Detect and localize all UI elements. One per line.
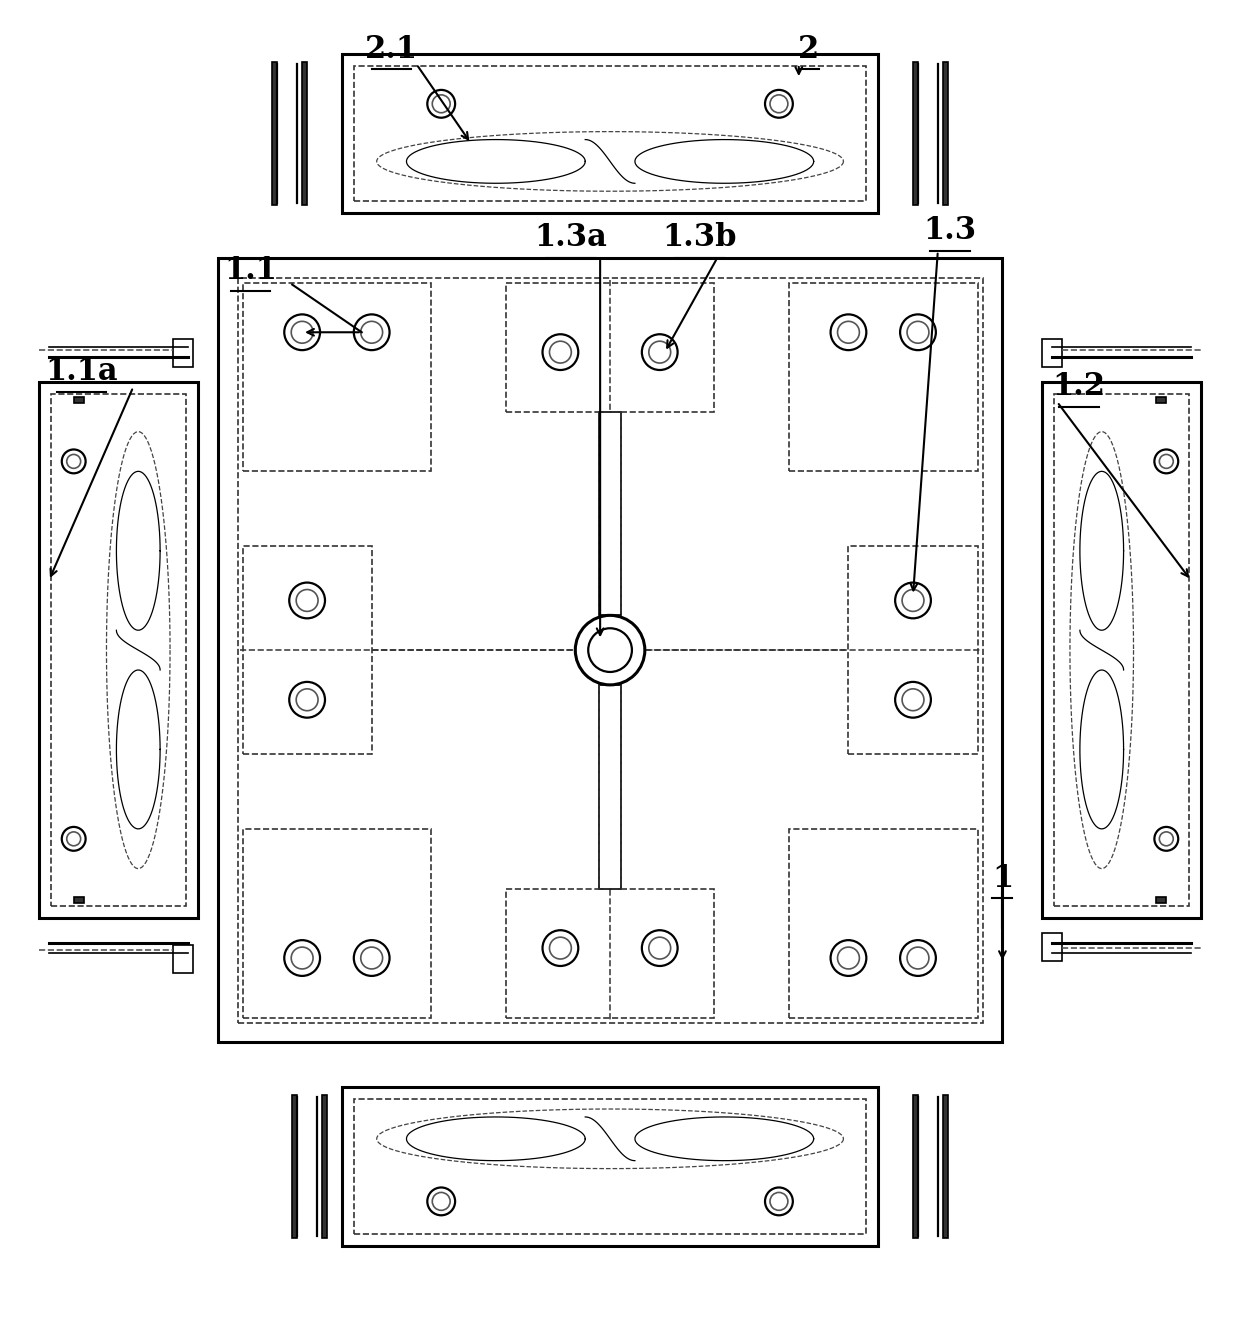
Bar bbox=[599, 412, 621, 615]
Circle shape bbox=[642, 335, 677, 370]
Circle shape bbox=[900, 940, 936, 976]
Circle shape bbox=[361, 947, 383, 968]
Circle shape bbox=[901, 590, 924, 611]
Circle shape bbox=[765, 1187, 792, 1215]
Bar bbox=[1042, 382, 1202, 918]
Text: 1.3a: 1.3a bbox=[534, 223, 606, 253]
Circle shape bbox=[900, 315, 936, 350]
Bar bbox=[238, 277, 982, 1023]
Circle shape bbox=[649, 938, 671, 959]
Circle shape bbox=[837, 947, 859, 968]
Bar bbox=[1054, 394, 1189, 906]
Circle shape bbox=[895, 583, 931, 619]
Circle shape bbox=[549, 938, 572, 959]
Circle shape bbox=[765, 89, 792, 117]
Bar bbox=[73, 396, 83, 403]
Circle shape bbox=[361, 321, 383, 343]
Bar bbox=[353, 67, 867, 201]
Circle shape bbox=[837, 321, 859, 343]
Bar bbox=[913, 1095, 918, 1238]
Circle shape bbox=[543, 930, 578, 966]
Bar bbox=[913, 63, 918, 205]
Bar bbox=[353, 1099, 867, 1234]
Circle shape bbox=[428, 89, 455, 117]
Bar bbox=[243, 546, 372, 755]
Circle shape bbox=[649, 342, 671, 363]
Bar bbox=[1042, 339, 1061, 367]
Text: 1.1: 1.1 bbox=[224, 255, 277, 287]
Text: 1: 1 bbox=[992, 863, 1013, 894]
Bar bbox=[506, 283, 714, 412]
Circle shape bbox=[906, 321, 929, 343]
Circle shape bbox=[284, 940, 320, 976]
Bar bbox=[506, 888, 714, 1018]
Bar bbox=[38, 382, 198, 918]
Bar bbox=[303, 63, 308, 205]
Circle shape bbox=[901, 688, 924, 711]
Circle shape bbox=[1154, 450, 1178, 474]
Circle shape bbox=[289, 583, 325, 619]
Circle shape bbox=[1159, 832, 1173, 846]
Circle shape bbox=[67, 832, 81, 846]
Circle shape bbox=[642, 930, 677, 966]
Circle shape bbox=[433, 95, 450, 113]
Circle shape bbox=[770, 95, 787, 113]
Circle shape bbox=[1159, 455, 1173, 468]
Circle shape bbox=[433, 1193, 450, 1210]
Circle shape bbox=[588, 628, 632, 672]
Bar bbox=[218, 257, 1002, 1042]
Bar bbox=[73, 898, 83, 903]
Circle shape bbox=[284, 315, 320, 350]
Circle shape bbox=[1154, 827, 1178, 851]
Bar bbox=[942, 1095, 947, 1238]
Text: 1.1a: 1.1a bbox=[46, 356, 118, 387]
Bar bbox=[1157, 898, 1167, 903]
Bar bbox=[51, 394, 186, 906]
Circle shape bbox=[62, 827, 86, 851]
Circle shape bbox=[543, 335, 578, 370]
Text: 1.3b: 1.3b bbox=[662, 223, 737, 253]
Circle shape bbox=[296, 590, 317, 611]
Bar bbox=[174, 339, 193, 367]
Bar bbox=[174, 944, 193, 972]
Circle shape bbox=[895, 682, 931, 718]
Text: 2.1: 2.1 bbox=[365, 33, 418, 64]
Circle shape bbox=[291, 321, 312, 343]
Text: 1.3: 1.3 bbox=[924, 216, 976, 247]
Circle shape bbox=[353, 315, 389, 350]
Text: 1.2: 1.2 bbox=[1053, 371, 1105, 403]
Circle shape bbox=[831, 315, 867, 350]
Bar bbox=[243, 283, 432, 471]
Circle shape bbox=[575, 615, 645, 684]
Circle shape bbox=[906, 947, 929, 968]
Circle shape bbox=[289, 682, 325, 718]
Bar bbox=[942, 63, 947, 205]
Bar bbox=[1157, 396, 1167, 403]
Bar bbox=[293, 1095, 298, 1238]
Circle shape bbox=[549, 342, 572, 363]
Bar bbox=[342, 1087, 878, 1246]
Bar bbox=[789, 283, 977, 471]
Bar bbox=[322, 1095, 327, 1238]
Bar bbox=[243, 828, 432, 1018]
Bar bbox=[789, 828, 977, 1018]
Bar bbox=[273, 63, 278, 205]
Bar bbox=[599, 684, 621, 888]
Bar bbox=[342, 55, 878, 213]
Circle shape bbox=[62, 450, 86, 474]
Circle shape bbox=[291, 947, 312, 968]
Bar bbox=[1042, 934, 1061, 960]
Circle shape bbox=[296, 688, 317, 711]
Circle shape bbox=[353, 940, 389, 976]
Circle shape bbox=[831, 940, 867, 976]
Bar bbox=[848, 546, 977, 755]
Circle shape bbox=[428, 1187, 455, 1215]
Text: 2: 2 bbox=[799, 33, 820, 64]
Circle shape bbox=[770, 1193, 787, 1210]
Circle shape bbox=[67, 455, 81, 468]
